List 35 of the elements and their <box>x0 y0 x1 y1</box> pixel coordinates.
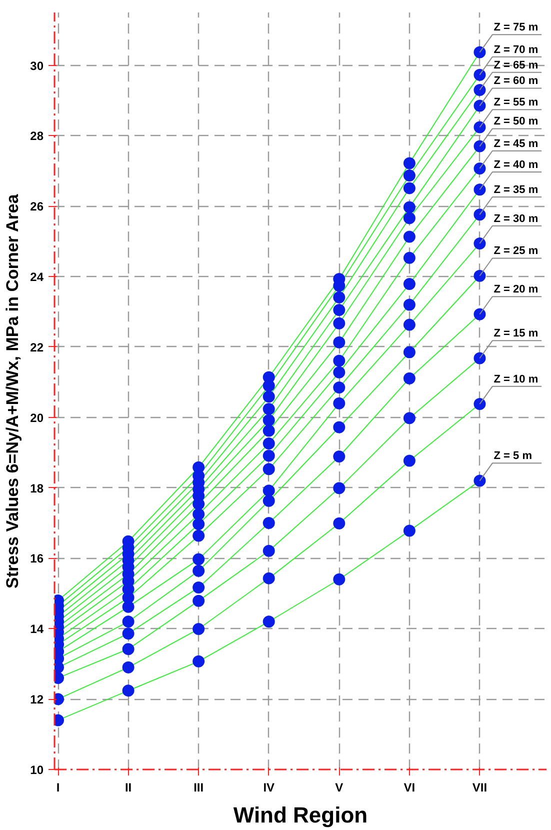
y-tick-label: 30 <box>30 58 44 73</box>
series-label: Z = 70 m <box>494 44 538 56</box>
series-label: Z = 30 m <box>494 212 538 225</box>
x-tick-label: III <box>194 780 204 794</box>
x-axis-title: Wind Region <box>233 802 368 828</box>
y-tick-label: 24 <box>30 270 44 284</box>
y-tick-label: 22 <box>30 340 44 354</box>
series-label: Z = 60 m <box>494 75 538 88</box>
y-tick-label: 28 <box>30 129 44 144</box>
y-tick-label: 26 <box>30 200 44 214</box>
y-tick-label: 16 <box>30 552 44 566</box>
x-tick-label: IV <box>263 780 275 794</box>
y-tick-label: 12 <box>30 692 44 707</box>
y-tick-label: 10 <box>30 763 44 777</box>
series-label: Z = 75 m <box>494 22 538 34</box>
series-label: Z = 50 m <box>494 116 538 128</box>
series-label: Z = 65 m <box>494 59 538 72</box>
x-tick-label: II <box>124 780 132 794</box>
series-label: Z = 25 m <box>494 245 538 258</box>
series-label: Z = 55 m <box>494 96 538 109</box>
series-label: Z = 35 m <box>494 184 538 196</box>
x-tick-label: VI <box>404 780 416 794</box>
x-tick-label: V <box>335 780 344 794</box>
y-axis-title: Stress Values 6=Ny/A+M/Wx, MPa in Corner Area <box>3 194 22 588</box>
series-label: Z = 10 m <box>494 373 538 386</box>
series-label: Z = 20 m <box>494 284 538 296</box>
series-label: Z = 40 m <box>494 158 538 171</box>
series-label: Z = 15 m <box>494 328 538 340</box>
y-tick-label: 18 <box>30 481 44 496</box>
y-tick-label: 20 <box>30 410 44 425</box>
series-label: Z = 45 m <box>494 138 538 150</box>
series-label: Z = 5 m <box>494 450 532 462</box>
y-tick-label: 14 <box>30 622 44 636</box>
x-tick-label: VII <box>472 780 488 794</box>
x-tick-label: I <box>56 780 60 794</box>
